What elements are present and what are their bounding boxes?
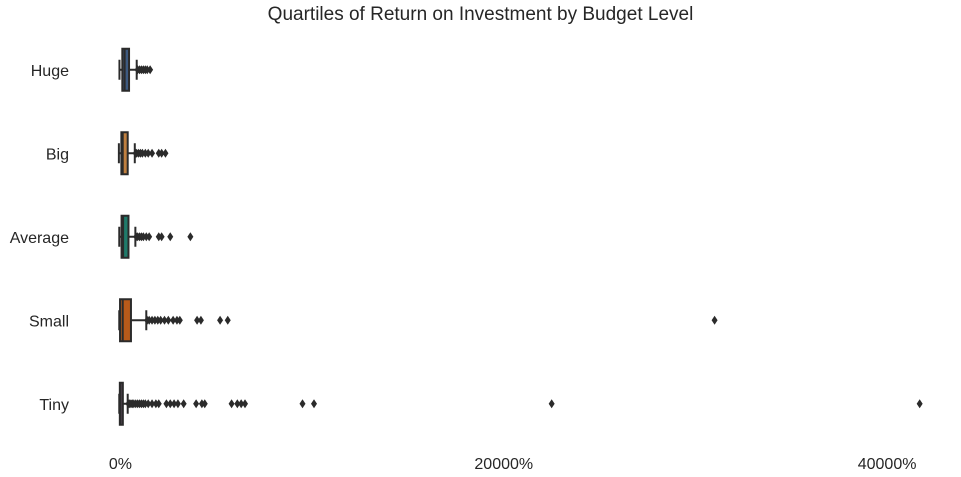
outlier-point: [224, 315, 231, 325]
outlier-point: [548, 399, 555, 409]
outlier-point: [145, 148, 152, 158]
iqr-box: [120, 131, 129, 176]
x-tick-label: 40000%: [858, 456, 917, 473]
outlier-point: [916, 399, 923, 409]
outlier-point: [163, 399, 170, 409]
box-average: [118, 214, 194, 259]
box-tiny: [118, 381, 923, 426]
y-tick-labels: Huge Big Average Small Tiny: [10, 63, 69, 414]
x-tick-label: 0%: [109, 456, 132, 473]
y-tick-label-huge: Huge: [31, 63, 69, 80]
box-small: [118, 298, 718, 343]
outlier-point: [197, 315, 204, 325]
outlier-point: [234, 399, 241, 409]
outlier-point: [147, 65, 154, 75]
outlier-point: [161, 315, 168, 325]
chart-title: Quartiles of Return on Investment by Bud…: [267, 4, 694, 25]
outlier-point: [217, 315, 224, 325]
iqr-box: [121, 47, 131, 92]
box-big: [117, 131, 169, 176]
outlier-point: [187, 232, 194, 242]
outlier-point: [145, 399, 152, 409]
outlier-point: [311, 399, 317, 409]
box-group: [117, 47, 923, 426]
outlier-point: [180, 399, 187, 409]
outlier-point: [176, 315, 183, 325]
x-tick-labels: 0% 20000% 40000%: [109, 456, 917, 473]
outlier-point: [158, 148, 165, 158]
y-tick-label-small: Small: [29, 313, 69, 330]
outlier-point: [167, 232, 174, 242]
x-tick-label: 20000%: [474, 456, 533, 473]
outlier-point: [170, 315, 177, 325]
outlier-point: [201, 399, 208, 409]
outlier-point: [155, 399, 162, 409]
outlier-point: [162, 148, 169, 158]
outlier-point: [171, 399, 178, 409]
iqr-box: [120, 214, 130, 259]
y-tick-label-big: Big: [46, 146, 69, 163]
outlier-point: [146, 232, 153, 242]
outlier-point: [242, 399, 248, 409]
outlier-point: [238, 399, 245, 409]
outlier-point: [149, 148, 156, 158]
outlier-point: [711, 315, 718, 325]
y-tick-label-tiny: Tiny: [39, 397, 69, 414]
box-huge: [118, 47, 154, 92]
outlier-point: [167, 399, 174, 409]
outlier-point: [165, 315, 172, 325]
outlier-point: [149, 399, 156, 409]
y-tick-label-average: Average: [10, 230, 69, 247]
outlier-point: [174, 399, 181, 409]
outlier-point: [157, 315, 164, 325]
outlier-point: [228, 399, 235, 409]
outlier-point: [299, 399, 306, 409]
outlier-point: [193, 399, 200, 409]
outlier-point: [194, 315, 201, 325]
outlier-point: [158, 232, 165, 242]
iqr-box: [119, 298, 132, 343]
